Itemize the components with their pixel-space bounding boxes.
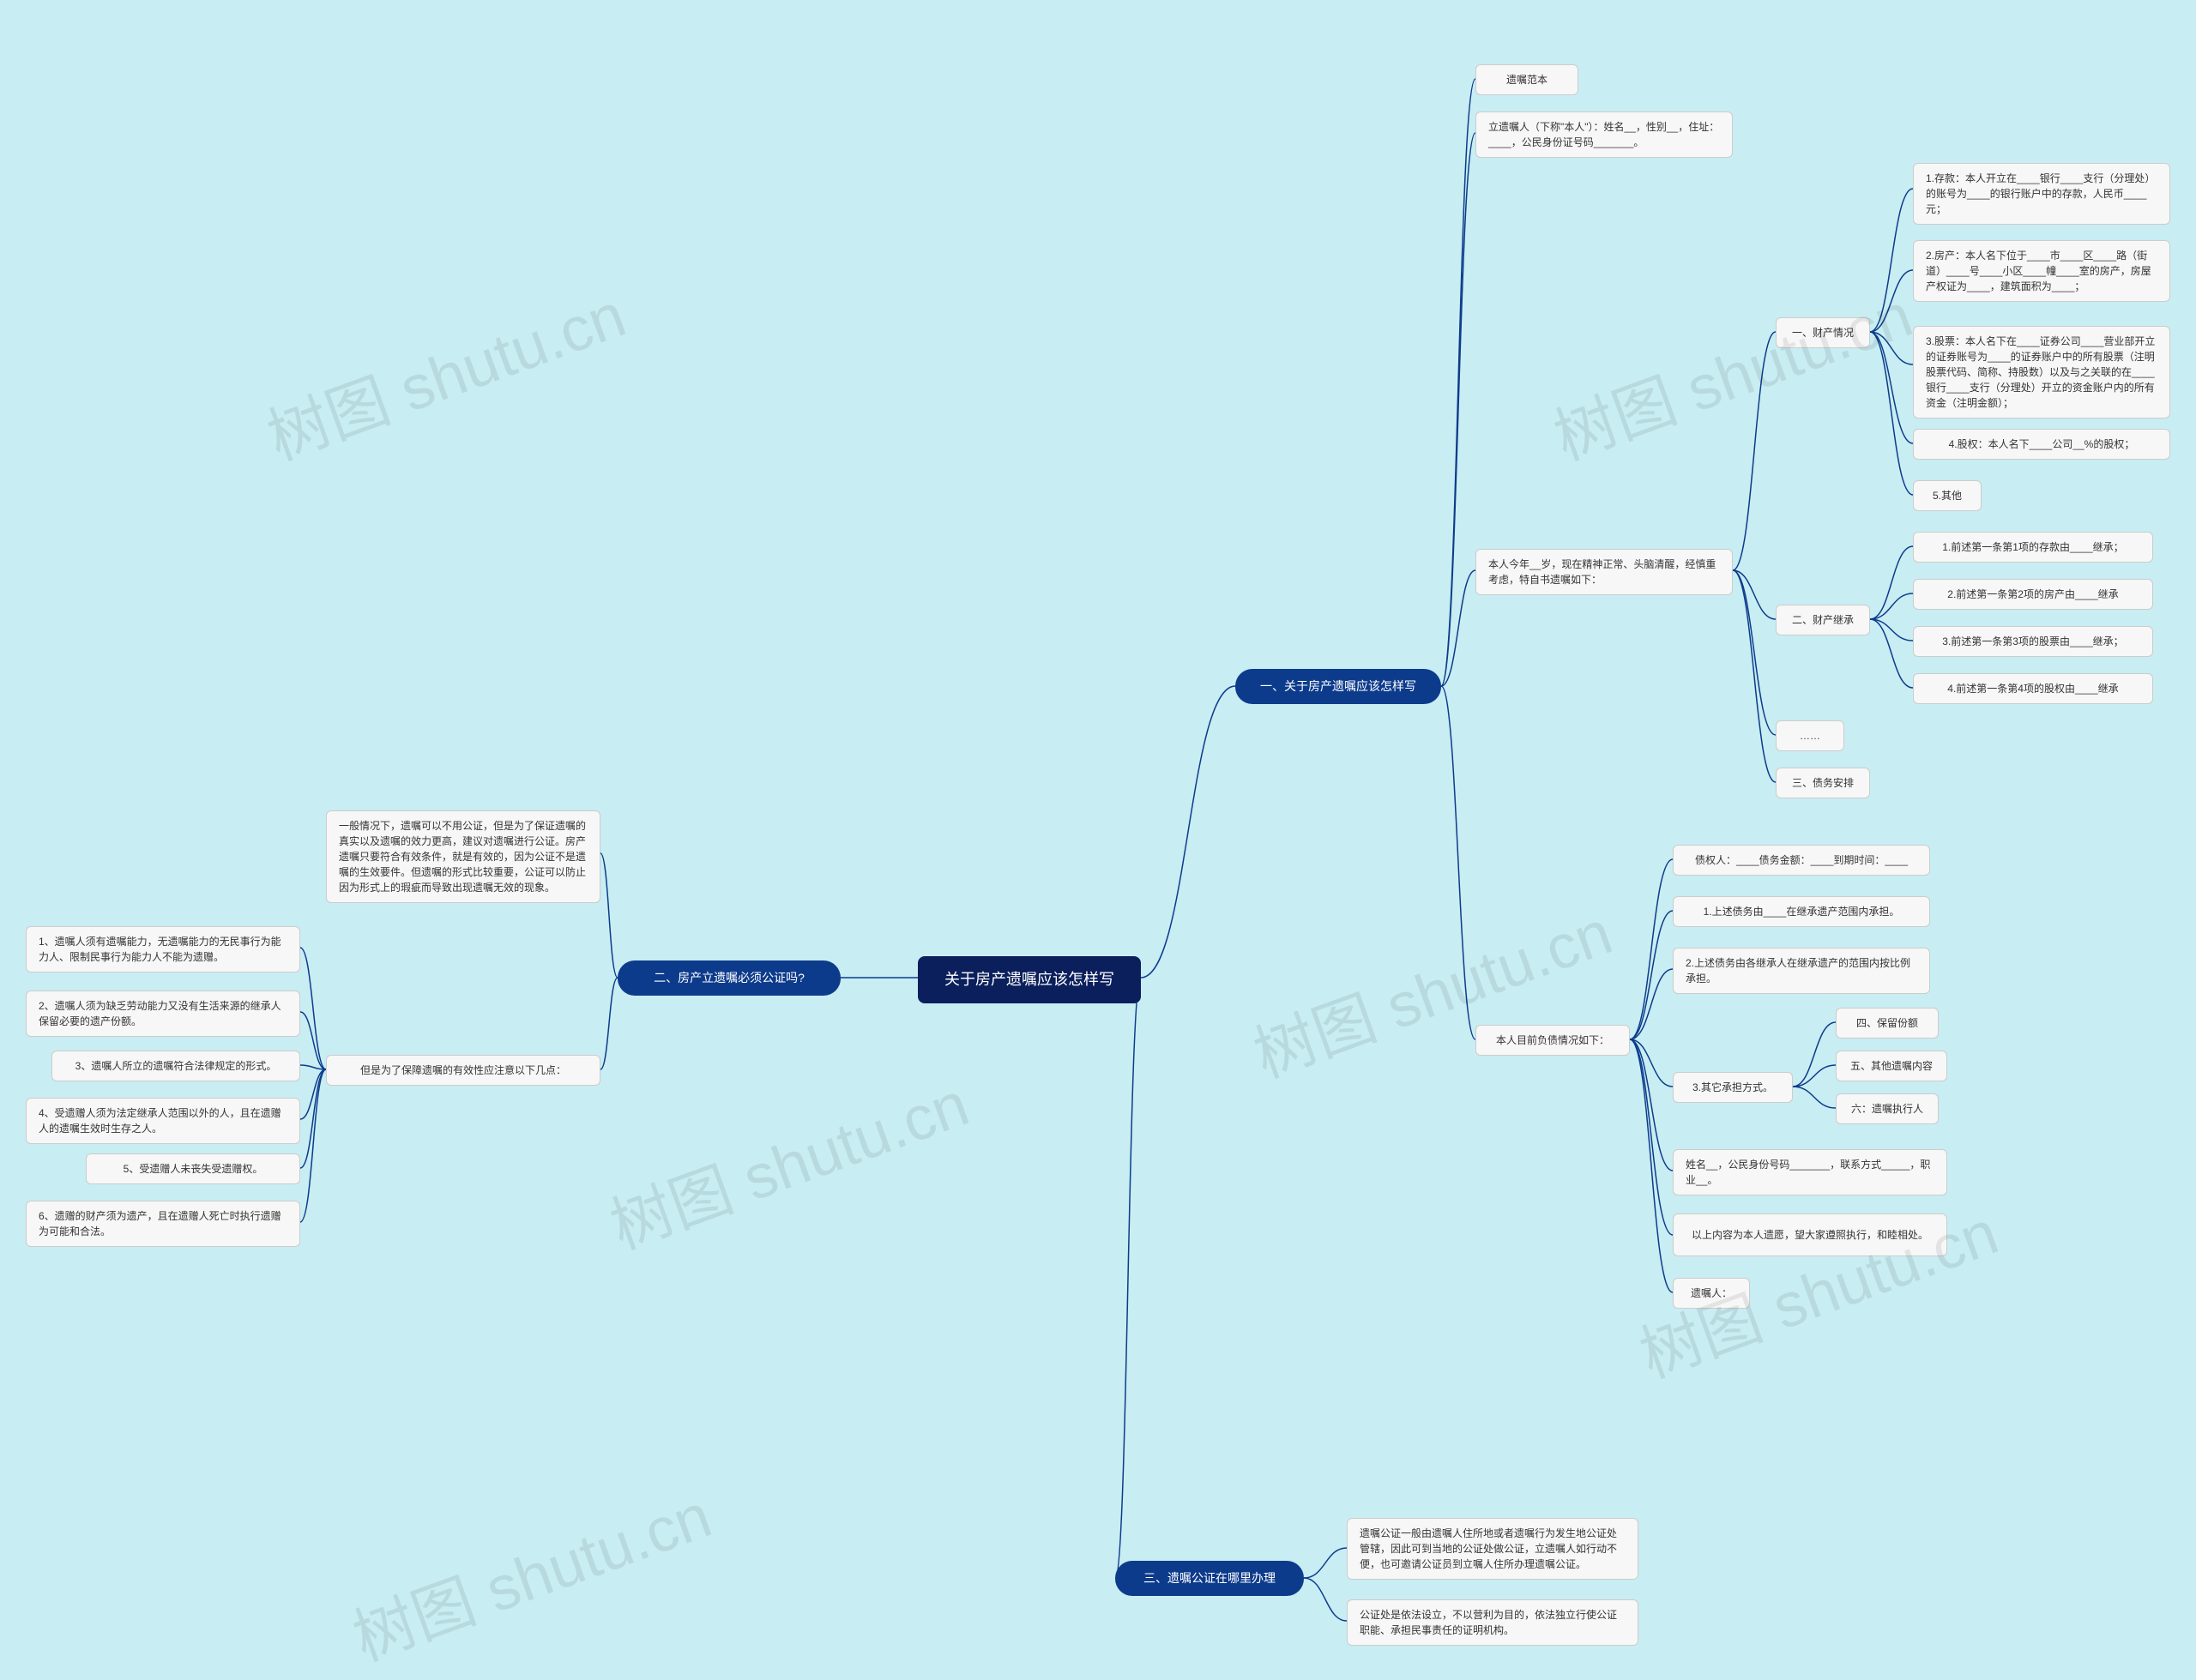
edge-n4d-n4d2	[1793, 1065, 1836, 1087]
edge-n3-n3b	[1733, 570, 1776, 619]
edge-n4-n4d	[1630, 1039, 1673, 1087]
node-n4d: 3.其它承担方式。	[1673, 1072, 1793, 1103]
node-n4b: 1.上述债务由____在继承遗产范围内承担。	[1673, 896, 1930, 927]
edge-n4-n4f	[1630, 1039, 1673, 1235]
edge-b1-n2	[1441, 133, 1475, 686]
edge-n3b-n3b3	[1870, 619, 1913, 641]
edge-d2-e6	[300, 1069, 326, 1222]
node-n3a4: 4.股权：本人名下____公司__%的股权；	[1913, 429, 2170, 460]
edge-b2-d2	[600, 978, 618, 1069]
node-n3b1: 1.前述第一条第1项的存款由____继承；	[1913, 532, 2153, 563]
node-n3a1: 1.存款：本人开立在____银行____支行（分理处）的账号为____的银行账户…	[1913, 163, 2170, 225]
node-n3a: 一、财产情况	[1776, 317, 1870, 348]
node-e1: 1、遗嘱人须有遗嘱能力，无遗嘱能力的无民事行为能力人、限制民事行为能力人不能为遗…	[26, 926, 300, 972]
node-e2: 2、遗嘱人须为缺乏劳动能力又没有生活来源的继承人保留必要的遗产份额。	[26, 991, 300, 1037]
edge-d2-e3	[300, 1065, 326, 1069]
node-n4d2: 五、其他遗嘱内容	[1836, 1051, 1947, 1081]
node-n4a: 债权人：____债务金额：____到期时间：____	[1673, 845, 1930, 876]
node-n4e: 姓名__，公民身份号码_______，联系方式_____，职业__。	[1673, 1149, 1947, 1195]
edge-b1-n3	[1441, 570, 1475, 686]
edge-b2-d1	[600, 853, 618, 978]
edge-n4-n4g	[1630, 1039, 1673, 1292]
node-n3b2: 2.前述第一条第2项的房产由____继承	[1913, 579, 2153, 610]
node-n3: 本人今年__岁，现在精神正常、头脑清醒，经慎重考虑，特自书遗嘱如下：	[1475, 549, 1733, 595]
node-e6: 6、遗赠的财产须为遗产，且在遗赠人死亡时执行遗赠为可能和合法。	[26, 1201, 300, 1247]
node-n1: 遗嘱范本	[1475, 64, 1578, 95]
watermark: 树图 shutu.cn	[596, 1054, 979, 1267]
edge-b1-n1	[1441, 79, 1475, 686]
edge-b1-n4	[1441, 686, 1475, 1039]
node-e3: 3、遗嘱人所立的遗嘱符合法律规定的形式。	[51, 1051, 300, 1081]
edge-n4-n4b	[1630, 911, 1673, 1039]
edge-b3-c2	[1304, 1578, 1347, 1621]
node-n3b3: 3.前述第一条第3项的股票由____继承；	[1913, 626, 2153, 657]
edge-d2-e5	[300, 1069, 326, 1168]
node-b3[interactable]: 三、遗嘱公证在哪里办理	[1115, 1561, 1304, 1596]
node-n3d: 三、债务安排	[1776, 768, 1870, 798]
node-n3c: ……	[1776, 720, 1844, 751]
node-d1: 一般情况下，遗嘱可以不用公证，但是为了保证遗嘱的真实以及遗嘱的效力更高，建议对遗…	[326, 810, 600, 903]
edge-d2-e4	[300, 1069, 326, 1119]
edge-n4-n4a	[1630, 859, 1673, 1039]
edge-n3-n3a	[1733, 332, 1776, 570]
edge-n3b-n3b2	[1870, 593, 1913, 619]
edge-n3b-n3b1	[1870, 546, 1913, 619]
node-b2[interactable]: 二、房产立遗嘱必须公证吗?	[618, 960, 841, 996]
node-n2: 立遗嘱人（下称"本人"）：姓名__，性别__，住址：____，公民身份证号码__…	[1475, 111, 1733, 158]
edge-n3-n3c	[1733, 570, 1776, 735]
node-b1[interactable]: 一、关于房产遗嘱应该怎样写	[1235, 669, 1441, 704]
edge-root-b1	[1141, 686, 1235, 978]
node-n3b4: 4.前述第一条第4项的股权由____继承	[1913, 673, 2153, 704]
edge-n4d-n4d1	[1793, 1022, 1836, 1087]
edge-n3a-n3a2	[1870, 270, 1913, 332]
edge-d2-e2	[300, 1012, 326, 1069]
edge-n4d-n4d3	[1793, 1087, 1836, 1108]
watermark: 树图 shutu.cn	[1240, 882, 1622, 1095]
edge-b3-c1	[1304, 1548, 1347, 1578]
node-root[interactable]: 关于房产遗嘱应该怎样写	[918, 956, 1141, 1003]
edge-n3a-n3a3	[1870, 332, 1913, 364]
node-e5: 5、受遗赠人未丧失受遗赠权。	[86, 1153, 300, 1184]
node-n4g: 遗嘱人：	[1673, 1278, 1750, 1309]
watermark: 树图 shutu.cn	[253, 265, 636, 478]
node-n4: 本人目前负债情况如下：	[1475, 1025, 1630, 1056]
edge-n3a-n3a1	[1870, 189, 1913, 332]
edge-n3a-n3a5	[1870, 332, 1913, 495]
node-n3a2: 2.房产：本人名下位于____市____区____路（街道）____号____小…	[1913, 240, 2170, 302]
edge-d2-e1	[300, 948, 326, 1069]
node-n4d3: 六：遗嘱执行人	[1836, 1093, 1939, 1124]
node-n4d1: 四、保留份额	[1836, 1008, 1939, 1039]
watermark: 树图 shutu.cn	[339, 1466, 721, 1678]
watermark: 树图 shutu.cn	[1540, 265, 1922, 478]
node-c1: 遗嘱公证一般由遗嘱人住所地或者遗嘱行为发生地公证处管辖，因此可到当地的公证处做公…	[1347, 1518, 1638, 1580]
node-d2: 但是为了保障遗嘱的有效性应注意以下几点：	[326, 1055, 600, 1086]
node-n3a5: 5.其他	[1913, 480, 1982, 511]
edge-n3-n3d	[1733, 570, 1776, 782]
edge-n4-n4c	[1630, 969, 1673, 1039]
edge-n3a-n3a4	[1870, 332, 1913, 443]
edge-n3b-n3b4	[1870, 619, 1913, 688]
edge-n4-n4e	[1630, 1039, 1673, 1171]
node-e4: 4、受遗赠人须为法定继承人范围以外的人，且在遗赠人的遗嘱生效时生存之人。	[26, 1098, 300, 1144]
node-n3b: 二、财产继承	[1776, 605, 1870, 635]
node-n4f: 以上内容为本人遗愿，望大家遵照执行，和睦相处。	[1673, 1213, 1947, 1256]
node-c2: 公证处是依法设立，不以营利为目的，依法独立行使公证职能、承担民事责任的证明机构。	[1347, 1599, 1638, 1646]
node-n4c: 2.上述债务由各继承人在继承遗产的范围内按比例承担。	[1673, 948, 1930, 994]
edge-root-b3	[1115, 978, 1141, 1578]
node-n3a3: 3.股票：本人名下在____证券公司____营业部开立的证券账号为____的证券…	[1913, 326, 2170, 418]
